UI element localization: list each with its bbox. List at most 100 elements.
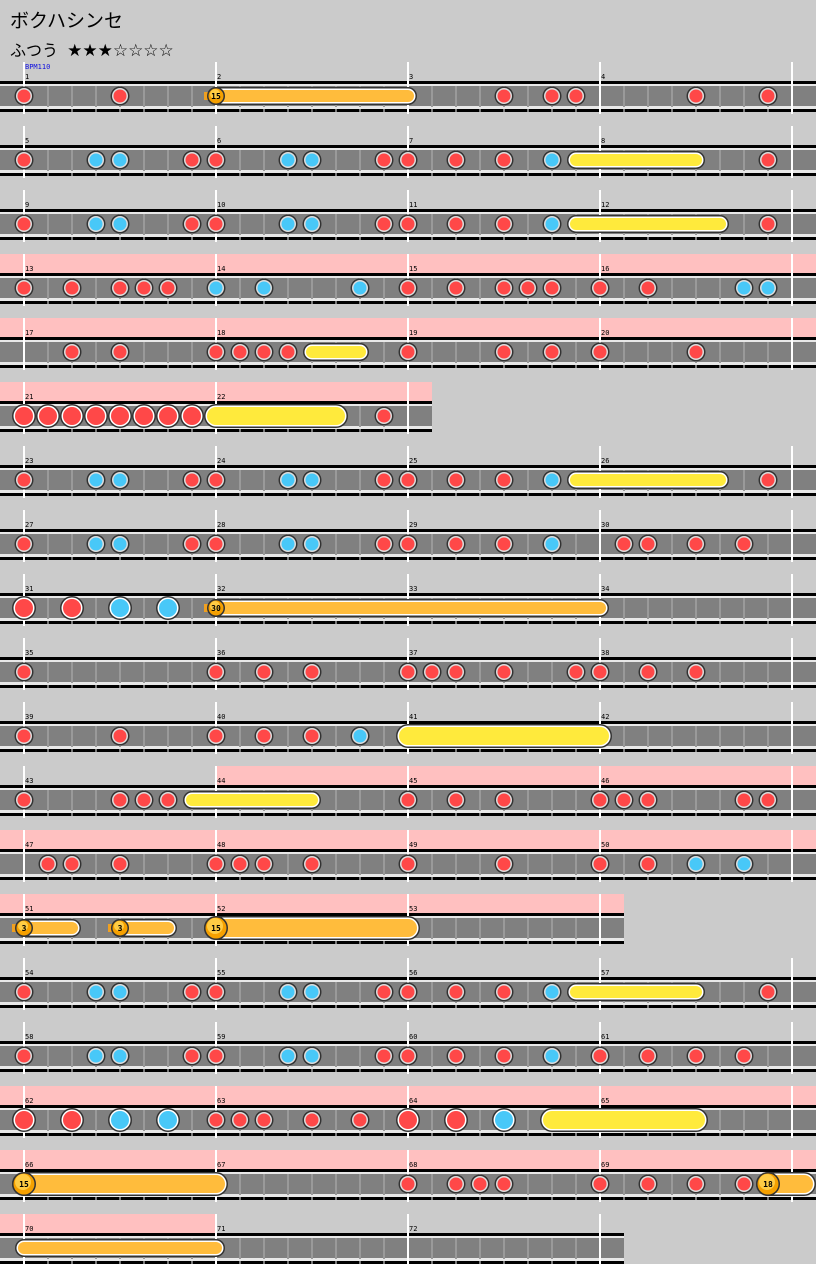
don-note [761,89,775,103]
beat-tick [503,301,505,304]
don-note [113,793,127,807]
beat-line [143,1046,145,1067]
beat-tick [359,1069,361,1072]
beat-tick [191,813,193,816]
beat-tick [431,685,433,688]
beat-tick [263,813,265,816]
beat-tick [47,1133,49,1136]
beat-tick [263,1133,265,1136]
beat-tick [47,493,49,496]
barline [791,638,793,690]
beat-tick [383,1133,385,1136]
beat-tick [695,685,697,688]
beat-tick [239,237,241,240]
beat-line [47,598,49,619]
beat-line [383,278,385,299]
beat-tick [503,1261,505,1264]
measure-number: 44 [217,777,225,785]
beat-line [311,1174,313,1195]
beat-tick [575,1005,577,1008]
don-note [497,665,511,679]
don-note [377,537,391,551]
beat-line [167,854,169,875]
beat-tick [239,173,241,176]
beat-tick [287,365,289,368]
don-note [545,89,559,103]
beat-tick [647,237,649,240]
beat-tick [647,493,649,496]
beat-line [503,918,505,939]
don-note [185,473,199,487]
beat-tick [479,1005,481,1008]
measure-number: 64 [409,1097,417,1105]
measure-number: 14 [217,265,225,273]
beat-tick [767,173,769,176]
don-note [305,665,319,679]
beat-tick [575,301,577,304]
beat-tick [695,1197,697,1200]
beat-line [719,150,721,171]
beat-line [743,342,745,363]
measure-number: 18 [217,329,225,337]
don-note [497,345,511,359]
measure-number: 49 [409,841,417,849]
beat-tick [47,557,49,560]
beat-tick [95,109,97,112]
beat-line [47,150,49,171]
beat-tick [143,1261,145,1264]
beat-tick [527,1005,529,1008]
ka-note [281,473,295,487]
balloon-count: 15 [211,92,221,101]
beat-tick [719,109,721,112]
beat-line [143,470,145,491]
beat-line [527,342,529,363]
beat-tick [455,365,457,368]
beat-tick [359,1005,361,1008]
beat-tick [71,1069,73,1072]
beat-tick [143,1069,145,1072]
chart-row: 27 28 29 30 [0,510,816,562]
chart-row: 17 18 19 20 [0,318,816,370]
don-note [377,985,391,999]
big-don-note [15,407,33,425]
beat-tick [191,1005,193,1008]
beat-tick [143,109,145,112]
beat-line [695,726,697,747]
lane-top-border [0,913,624,916]
big-don-note [15,1111,33,1129]
measure-number: 30 [601,521,609,529]
drumroll-body [570,474,726,486]
don-note [41,857,55,871]
beat-line [623,662,625,683]
beat-tick [695,877,697,880]
beat-tick [647,109,649,112]
balloon-count: 3 [118,924,123,933]
beat-line [263,214,265,235]
beat-line [95,662,97,683]
beat-tick [743,493,745,496]
beat-tick [743,1069,745,1072]
beat-line [191,86,193,107]
measure-number: 6 [217,137,221,145]
beat-tick [383,1069,385,1072]
beat-tick [455,749,457,752]
beat-line [695,790,697,811]
beat-tick [239,109,241,112]
beat-line [71,726,73,747]
beat-tick [695,1005,697,1008]
beat-tick [431,109,433,112]
beat-line [623,726,625,747]
beat-line [743,598,745,619]
beat-tick [551,749,553,752]
barline [791,1086,793,1138]
beat-line [95,854,97,875]
beat-line [383,1110,385,1131]
beat-line [527,1110,529,1131]
beat-tick [335,877,337,880]
ka-note [545,1049,559,1063]
beat-line [359,1238,361,1259]
beat-line [239,214,241,235]
beat-tick [95,877,97,880]
beat-tick [743,621,745,624]
beat-line [359,534,361,555]
